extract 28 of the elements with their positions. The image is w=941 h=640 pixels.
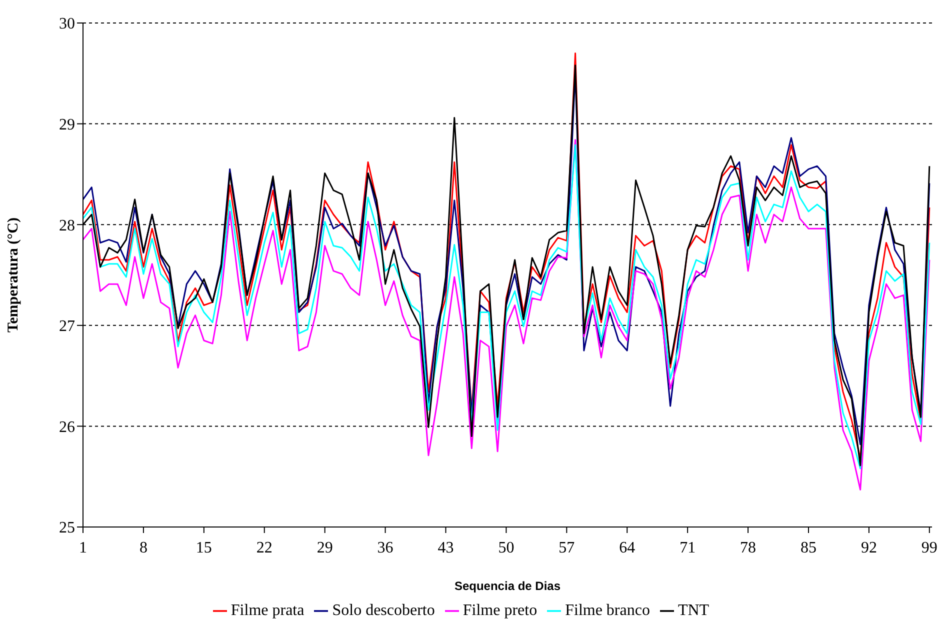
y-tick-label: 30: [59, 16, 75, 33]
y-tick-label: 29: [59, 116, 75, 134]
x-tick-label: 64: [619, 539, 636, 556]
legend-label: TNT: [678, 602, 710, 619]
x-tick-label: 57: [558, 539, 575, 556]
legend-label: Filme prata: [230, 602, 304, 619]
x-tick-label: 99: [921, 539, 938, 556]
y-tick-label: 25: [59, 520, 75, 537]
x-tick-label: 50: [498, 539, 514, 556]
x-tick-label: 15: [196, 539, 212, 556]
x-axis-title: Sequencia de Dias: [454, 579, 561, 593]
x-tick-label: 22: [256, 539, 272, 556]
x-tick-label: 85: [800, 539, 816, 556]
x-tick-label: 78: [740, 539, 756, 556]
x-tick-label: 36: [377, 539, 394, 556]
x-tick-label: 8: [139, 539, 148, 556]
legend-label: Filme preto: [462, 602, 538, 619]
y-tick-label: 28: [59, 217, 75, 234]
legend-label: Filme branco: [565, 602, 650, 619]
x-tick-label: 1: [79, 539, 87, 556]
x-tick-label: 43: [438, 539, 454, 556]
y-tick-label: 27: [59, 318, 75, 336]
x-tick-label: 29: [316, 539, 333, 556]
legend-label: Solo descoberto: [332, 602, 435, 619]
y-tick-label: 26: [59, 418, 75, 436]
x-tick-label: 71: [680, 539, 696, 556]
x-tick-label: 92: [860, 539, 877, 556]
y-axis-title: Temperatura (°C): [5, 217, 22, 333]
